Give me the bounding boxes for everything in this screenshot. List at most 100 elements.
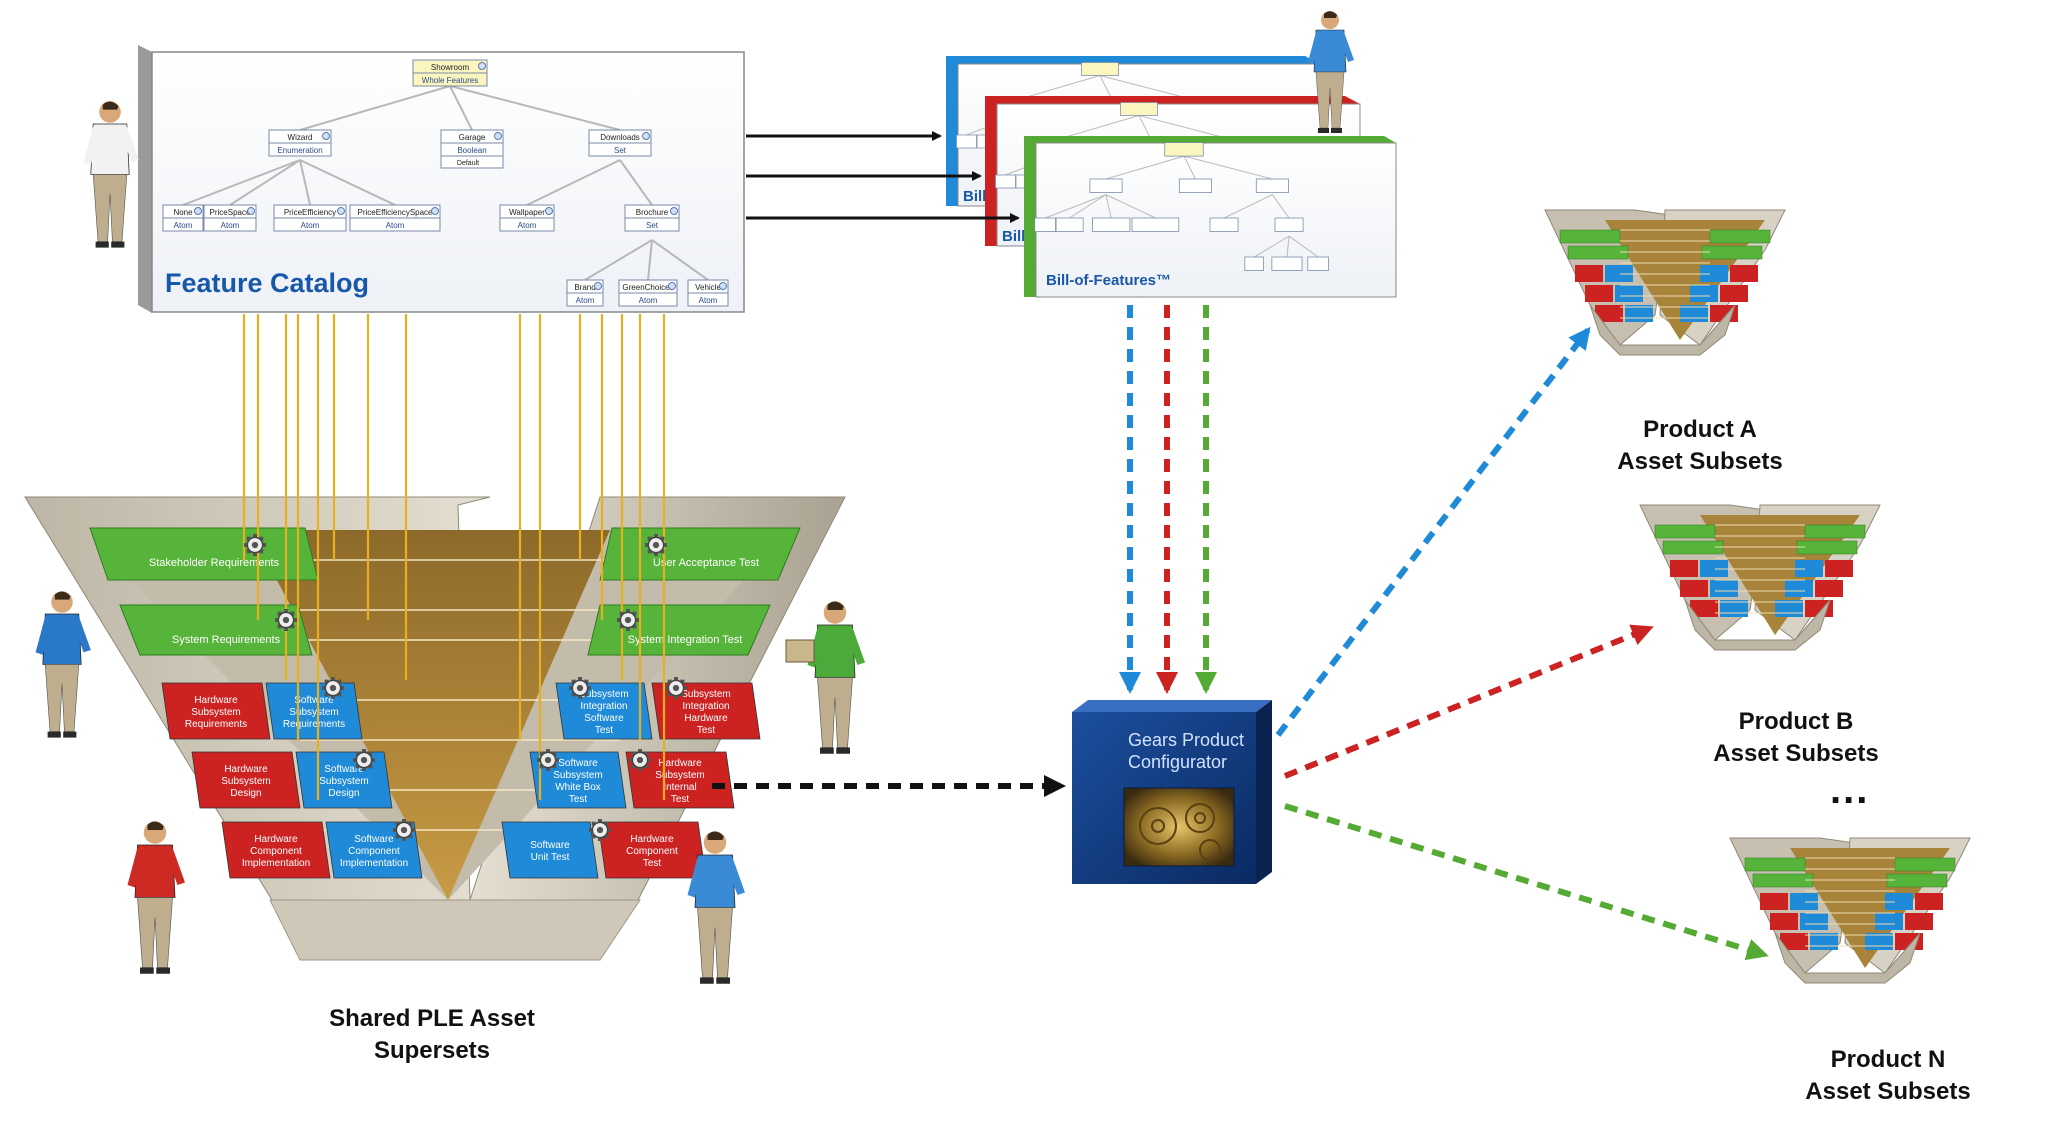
catalog-node-brochure-2-label: Vehicle xyxy=(695,283,721,292)
catalog-node-brochure-0-type: Atom xyxy=(576,296,595,305)
catalog-node-wizard-0[interactable]: None Atom xyxy=(162,204,204,232)
small-v-blue-right-1 xyxy=(1690,285,1718,302)
vmodel-right-hw-block-1-line-3: Test xyxy=(671,794,690,805)
vmodel-right-hw-block-2-line-0: Hardware xyxy=(630,834,674,845)
vmodel-right-hw-block-2-line-1: Component xyxy=(626,846,678,857)
small-v-green-left-1 xyxy=(1662,540,1724,555)
catalog-node-downloads-1-type: Set xyxy=(646,221,659,230)
catalog-node-l1-2-label: Downloads xyxy=(600,133,640,142)
small-v-blue-left-0 xyxy=(1700,560,1728,577)
small-v-base xyxy=(1589,304,1736,356)
gears-product-configurator[interactable]: Gears Product Configurator xyxy=(1072,700,1272,884)
expand-icon xyxy=(642,132,650,140)
person-bof-top xyxy=(1308,11,1354,133)
small-v-base xyxy=(1684,599,1831,651)
product-b-vmodel[interactable] xyxy=(1639,504,1881,651)
catalog-node-wizard-3-label: PriceEfficiencySpace xyxy=(358,208,434,217)
vmodel-left-sw-block-2-line-0: Software xyxy=(354,834,394,845)
feature-catalog-panel[interactable]: Showroom Whole Features Wizard Enumeration G… xyxy=(138,45,745,313)
gear-icon-3 xyxy=(353,749,375,771)
vmodel-base xyxy=(269,899,641,961)
catalog-node-brochure-2[interactable]: Vehicle Atom xyxy=(687,279,729,307)
vmodel-left-row-0[interactable]: Stakeholder Requirements xyxy=(89,527,319,581)
catalog-node-l1-0[interactable]: Wizard Enumeration xyxy=(268,129,332,157)
vmodel-blocks: HardwareSubsystemRequirementsSoftwareSub… xyxy=(161,682,761,879)
small-v-blue-left-1 xyxy=(1710,580,1738,597)
small-v-blue-right-2 xyxy=(1865,933,1893,950)
product-n-caption-line1: Product N xyxy=(1830,1046,1946,1073)
gear-icon-10 xyxy=(665,677,687,699)
vmodel-right-row-label-1: System Integration Test xyxy=(628,634,743,646)
catalog-node-downloads-1[interactable]: Brochure Set xyxy=(624,204,680,232)
expand-icon xyxy=(668,282,676,290)
catalog-node-l1-2[interactable]: Downloads Set xyxy=(588,129,652,157)
vmodel-right-hw-block-0-line-3: Test xyxy=(697,725,716,736)
catalog-node-wizard-2-label: PriceEfficiency xyxy=(284,208,336,217)
catalog-node-l1-1-label: Garage xyxy=(459,133,486,142)
bof-green-title: Bill-of-Features™ xyxy=(1046,272,1171,289)
bof-panel-green[interactable]: Bill-of-Features™ xyxy=(1024,136,1397,298)
product-n-vmodel[interactable] xyxy=(1729,837,1971,984)
catalog-node-brochure-0[interactable]: Brand Atom xyxy=(566,279,604,307)
vmodel-left-sw-block-0-line-0: Software xyxy=(294,695,334,706)
vmodel-left-sw-block-0-line-1: Subsystem xyxy=(289,707,338,718)
small-v-blue-left-1 xyxy=(1615,285,1643,302)
small-v-red-left-1 xyxy=(1680,580,1708,597)
small-v-base xyxy=(1774,932,1921,984)
cube-top xyxy=(1072,700,1272,712)
catalog-node-wizard-2[interactable]: PriceEfficiency Atom xyxy=(273,204,347,232)
small-v-green-right-1 xyxy=(1886,873,1948,888)
catalog-node-root[interactable]: Showroom Whole Features xyxy=(412,59,488,87)
vmodel-right-row-0[interactable]: User Acceptance Test xyxy=(599,527,801,581)
catalog-node-brochure-0-label: Brand xyxy=(574,283,595,292)
catalog-panel-side xyxy=(138,45,152,313)
small-v-green-right-0 xyxy=(1894,857,1956,872)
vmodel-right-hw-block-1-line-2: Internal xyxy=(663,782,696,793)
small-v-red-left-2 xyxy=(1690,600,1718,617)
vmodel-left-row-1[interactable]: System Requirements xyxy=(119,604,313,656)
catalog-node-root-type: Whole Features xyxy=(422,76,478,85)
catalog-node-downloads-0-type: Atom xyxy=(518,221,537,230)
gear-icon-7 xyxy=(569,677,591,699)
catalog-node-brochure-1-type: Atom xyxy=(639,296,658,305)
vmodel-left-sw-block-2-line-2: Implementation xyxy=(340,858,408,869)
catalog-node-brochure-1-label: GreenChoices xyxy=(622,283,673,292)
catalog-to-bof-arrows xyxy=(746,131,1020,223)
product-a-vmodel[interactable] xyxy=(1544,209,1786,356)
vmodel-gears xyxy=(244,534,687,841)
product-a-caption-line1: Product A xyxy=(1643,416,1757,443)
catalog-node-wizard-1[interactable]: PriceSpace Atom xyxy=(203,204,257,232)
catalog-node-brochure-1[interactable]: GreenChoices Atom xyxy=(618,279,678,307)
bill-of-features-stack[interactable]: Bill- Bill- Bill-of-Features™ xyxy=(946,56,1397,298)
catalog-node-l1-0-label: Wizard xyxy=(288,133,313,142)
vmodel-right-hw-block-2-line-2: Test xyxy=(643,858,662,869)
catalog-node-downloads-0[interactable]: Wallpaper Atom xyxy=(499,204,555,232)
catalog-node-wizard-3[interactable]: PriceEfficiencySpace Atom xyxy=(349,204,441,232)
vmodel-left-hw-block-0-line-0: Hardware xyxy=(194,695,238,706)
catalog-node-l1-1[interactable]: Garage Boolean Default xyxy=(440,129,504,169)
vmodel-right-row-1[interactable]: System Integration Test xyxy=(587,604,771,656)
person-vmodel-bottom-right xyxy=(687,831,745,984)
expand-icon xyxy=(337,207,345,215)
small-v-red-right-1 xyxy=(1720,285,1748,302)
gear-icon-1 xyxy=(275,609,297,631)
bof-to-configurator-arrows xyxy=(1119,305,1217,694)
gear-icon-0 xyxy=(244,534,266,556)
small-v-green-right-0 xyxy=(1709,229,1771,244)
vmodel-right-sw-block-0-line-3: Test xyxy=(595,725,614,736)
more-products-ellipsis: ... xyxy=(1830,768,1870,812)
expand-icon xyxy=(194,207,202,215)
small-v-blue-left-0 xyxy=(1790,893,1818,910)
